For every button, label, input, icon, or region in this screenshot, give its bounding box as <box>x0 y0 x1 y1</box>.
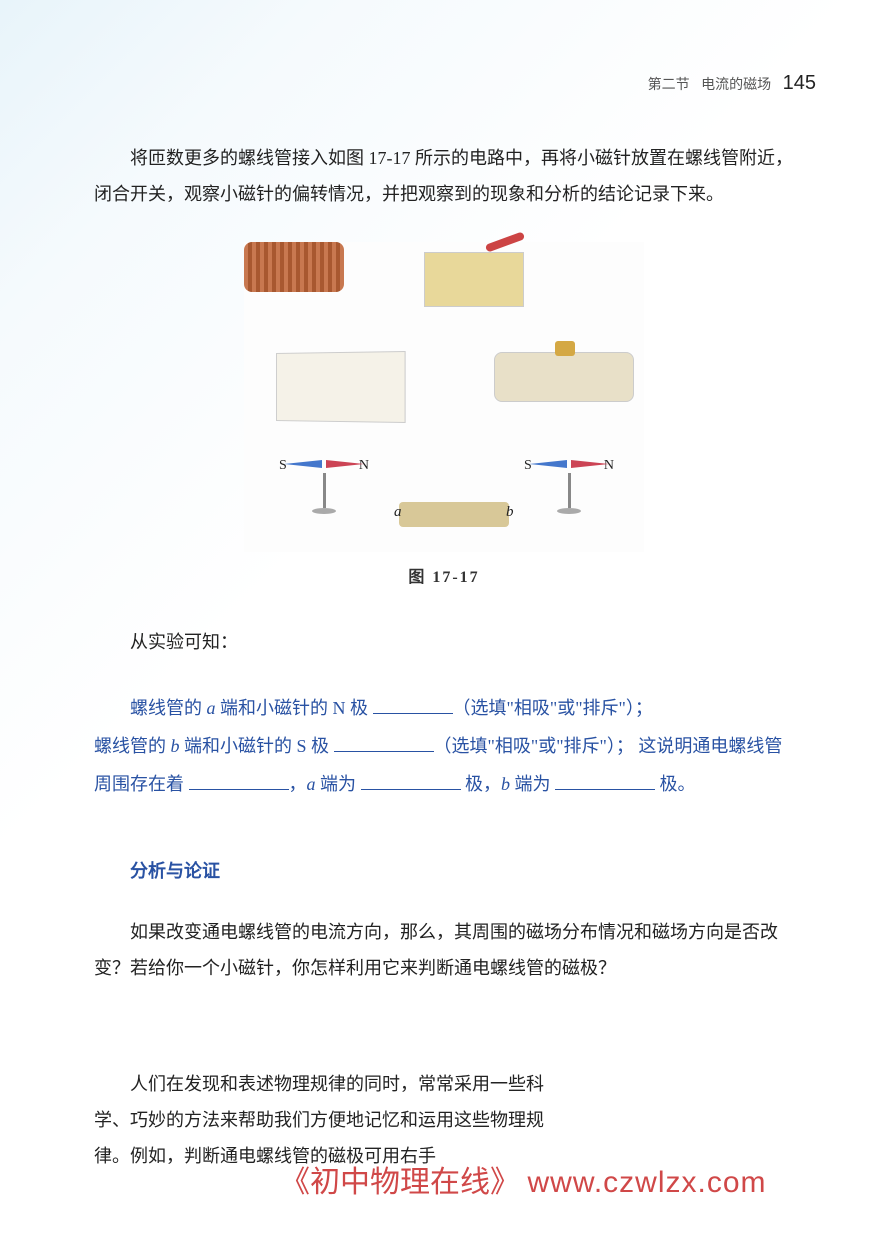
fill-text: （选填"相吸"或"排斥"）； <box>453 698 653 718</box>
needle-north <box>326 460 364 468</box>
needle-south <box>529 460 567 468</box>
main-content: 将匝数更多的螺线管接入如图 17-17 所示的电路中，再将小磁针放置在螺线管附近… <box>94 140 794 1174</box>
blank-field <box>361 772 461 790</box>
rheostat <box>494 352 634 402</box>
section-heading: 分析与论证 <box>94 853 794 889</box>
page-number: 145 <box>783 72 816 94</box>
fill-text: 端和小磁针的 N 极 <box>216 698 373 718</box>
fill-text: ， <box>289 774 307 794</box>
fill-text: 端为 <box>316 774 361 794</box>
fill-in-block: 螺线管的 a 端和小磁针的 N 极 （选填"相吸"或"排斥"）； 螺线管的 b … <box>94 690 794 803</box>
watermark-text: 《初中物理在线》 <box>280 1166 520 1199</box>
compass-stand <box>323 473 326 508</box>
paragraph-intro: 将匝数更多的螺线管接入如图 17-17 所示的电路中，再将小磁针放置在螺线管附近… <box>94 140 794 212</box>
watermark: 《初中物理在线》 www.czwlzx.com <box>280 1157 767 1201</box>
section-label: 第二节 <box>648 78 690 93</box>
fill-text: 螺线管的 <box>130 698 207 718</box>
needle-south <box>284 460 322 468</box>
blank-field <box>555 772 655 790</box>
switch-lever <box>485 231 525 252</box>
needle-north <box>571 460 609 468</box>
experiment-result-label: 从实验可知： <box>94 624 794 660</box>
fill-text: 极。 <box>655 774 696 794</box>
italic-a: a <box>307 774 316 794</box>
fill-text: （选填"相吸"或"排斥"）； <box>434 736 634 756</box>
blank-field <box>334 734 434 752</box>
compass-needle <box>284 457 364 471</box>
figure-caption: 图 17-17 <box>244 562 644 594</box>
terminal-a-label: a <box>394 497 402 527</box>
figure-17-17: S N S N a b <box>244 242 644 552</box>
terminal-b-label: b <box>506 497 514 527</box>
page-header: 第二节 电流的磁场 145 <box>648 72 816 95</box>
compass-stand <box>568 473 571 508</box>
blank-field <box>373 696 453 714</box>
italic-a: a <box>207 698 216 718</box>
power-supply <box>276 351 406 423</box>
switch-device <box>424 252 524 307</box>
fill-text: 螺线管的 <box>94 736 171 756</box>
rheostat-slider <box>555 341 575 356</box>
figure-container: S N S N a b 图 17- <box>244 242 644 594</box>
solenoid-stand <box>399 502 509 527</box>
fill-text: 极， <box>461 774 502 794</box>
italic-b: b <box>501 774 510 794</box>
watermark-url: www.czwlzx.com <box>528 1166 767 1199</box>
compass-left: S N <box>284 457 364 514</box>
fill-text: 端为 <box>510 774 555 794</box>
italic-b: b <box>171 736 180 756</box>
section-title: 电流的磁场 <box>701 78 771 93</box>
solenoid-coil <box>244 242 344 292</box>
blank-field <box>189 772 289 790</box>
fill-text: 端和小磁针的 S 极 <box>180 736 334 756</box>
compass-base <box>312 508 336 514</box>
compass-needle <box>529 457 609 471</box>
compass-base <box>557 508 581 514</box>
compass-right: S N <box>529 457 609 514</box>
paragraph-analysis: 如果改变通电螺线管的电流方向，那么，其周围的磁场分布情况和磁场方向是否改变？若给… <box>94 914 794 986</box>
